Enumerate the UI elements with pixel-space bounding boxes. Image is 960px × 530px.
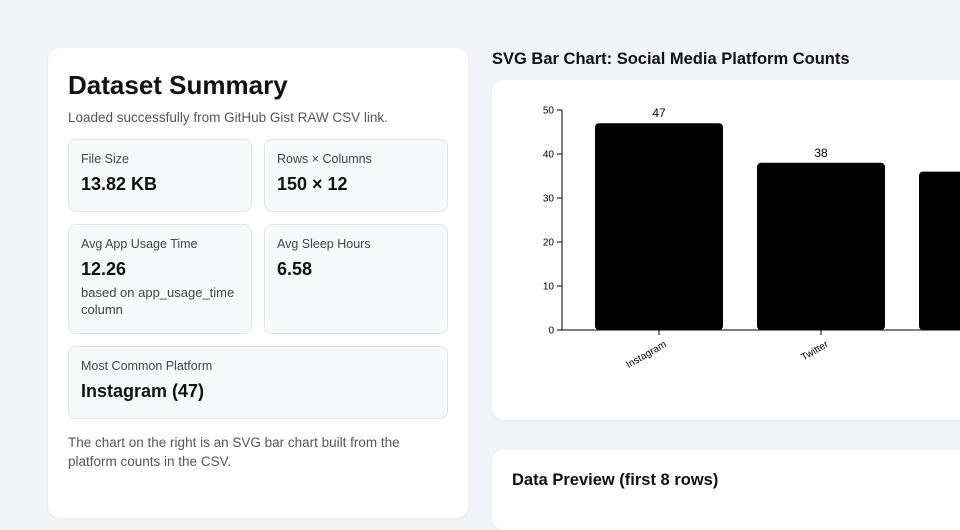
summary-card: Dataset Summary Loaded successfully from… (48, 48, 468, 518)
stat-box: Rows × Columns 150 × 12 (264, 139, 448, 212)
stat-box: Avg App Usage Time 12.26 based on app_us… (68, 224, 252, 334)
body: Dataset Summary Loaded successfully from… (48, 48, 960, 530)
value-label: 47 (652, 106, 666, 120)
stat-label: File Size (81, 152, 129, 166)
x-tick-label: Twitter (799, 339, 831, 364)
stat-label: Most Common Platform (81, 359, 213, 373)
bar (757, 162, 885, 330)
stat-label: Avg Sleep Hours (277, 237, 371, 251)
y-tick-label: 50 (543, 106, 555, 117)
page: {"summary": {"title": "Dataset Summary",… (48, 48, 960, 530)
bar-chart: 0102030405047Instagram38Twitter36 (543, 106, 960, 371)
bar (595, 123, 723, 330)
stat-label: Avg App Usage Time (81, 237, 198, 251)
bar (919, 171, 960, 330)
stat-value: 12.26 (81, 259, 127, 279)
stat-box: Avg Sleep Hours 6.58 (264, 224, 448, 334)
y-tick-label: 40 (543, 150, 555, 161)
x-tick-label: Instagram (624, 339, 668, 371)
summary-footnote: The chart on the right is an SVG bar cha… (68, 435, 400, 469)
stat-value: 150 × 12 (277, 174, 348, 194)
stat-box: File Size 13.82 KB (68, 139, 252, 212)
stat-label: Rows × Columns (277, 152, 372, 166)
preview-card: Data Preview (first 8 rows) (492, 450, 960, 530)
chart-card: 0102030405047Instagram38Twitter36 (492, 80, 960, 420)
y-tick-label: 20 (543, 238, 555, 249)
stat-value: 13.82 KB (81, 174, 158, 194)
stat-box: Most Common Platform Instagram (47) (68, 346, 448, 419)
preview-title: Data Preview (first 8 rows) (512, 471, 719, 489)
y-tick-label: 0 (548, 326, 554, 337)
y-tick-label: 30 (543, 194, 555, 205)
chart-heading: SVG Bar Chart: Social Media Platform Cou… (492, 50, 850, 68)
stat-value: 6.58 (277, 259, 313, 279)
value-label: 38 (814, 146, 828, 160)
summary-title: Dataset Summary (68, 70, 288, 100)
y-tick-label: 10 (543, 282, 555, 293)
summary-subtitle: Loaded successfully from GitHub Gist RAW… (68, 110, 388, 125)
stat-note: based on app_usage_time column (81, 285, 235, 317)
stat-value: Instagram (47) (81, 381, 205, 401)
